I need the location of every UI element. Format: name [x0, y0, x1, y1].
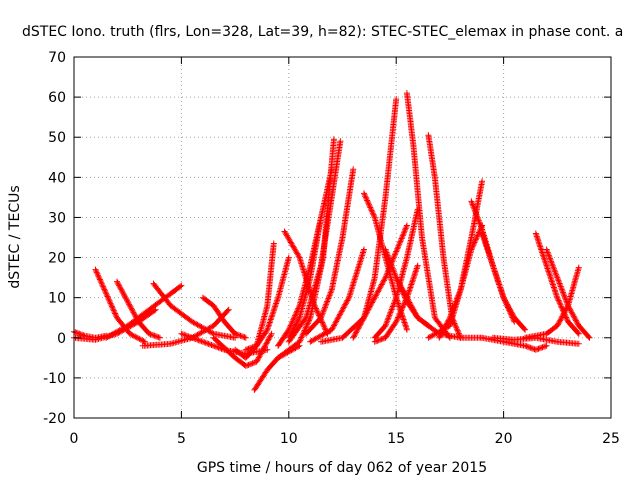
series-markers — [307, 246, 367, 345]
series-arc-19 — [307, 246, 367, 345]
series-arc-27 — [403, 90, 453, 341]
series-arc-13 — [251, 342, 303, 393]
x-axis-label: GPS time / hours of day 062 of year 2015 — [197, 460, 487, 476]
series-markers — [281, 228, 331, 337]
series-arc-31 — [425, 178, 486, 341]
series-markers — [210, 330, 275, 369]
y-tick-label: 40 — [48, 170, 66, 186]
y-tick-label: 70 — [48, 50, 66, 66]
series-arc-29 — [393, 274, 486, 341]
series-arc-10 — [210, 330, 275, 369]
x-tick-label: 5 — [177, 431, 186, 447]
y-tick-label: -10 — [43, 371, 66, 387]
series-markers — [543, 246, 593, 341]
series-markers — [199, 294, 249, 341]
series-markers — [242, 254, 292, 353]
y-tick-label: 0 — [57, 331, 66, 347]
series-markers — [425, 178, 486, 341]
series-arc-26 — [361, 190, 410, 333]
x-tick-label: 20 — [495, 431, 513, 447]
chart-title: dSTEC Iono. truth (flrs, Lon=328, Lat=39… — [22, 24, 623, 40]
y-tick-label: 60 — [48, 90, 66, 106]
series-markers — [232, 240, 277, 361]
series-arc-8 — [199, 294, 249, 341]
series-markers — [361, 190, 410, 333]
x-tick-label: 15 — [387, 431, 405, 447]
series-arc-20 — [281, 228, 331, 337]
series-markers — [92, 266, 148, 345]
x-tick-label: 0 — [70, 431, 79, 447]
series-arc-12 — [242, 254, 292, 353]
y-tick-label: 10 — [48, 291, 66, 307]
series-markers — [403, 90, 453, 341]
series-arc-11 — [232, 240, 277, 361]
series-markers — [489, 334, 582, 347]
series-arc-18 — [275, 136, 337, 361]
data-points — [71, 90, 593, 393]
series-arc-1 — [92, 266, 148, 345]
series-markers — [275, 136, 337, 361]
series-markers — [479, 230, 529, 333]
y-tick-label: 20 — [48, 251, 66, 267]
plot-frame — [73, 56, 612, 419]
y-tick-label: 30 — [48, 210, 66, 226]
series-arc-33 — [479, 230, 529, 333]
y-tick-label: 50 — [48, 130, 66, 146]
y-axis-label: dSTEC / TECUs — [7, 185, 23, 288]
series-arc-36 — [543, 246, 593, 341]
x-tick-label: 10 — [280, 431, 298, 447]
x-tick-label: 25 — [602, 431, 620, 447]
axis-ticks: 0 5 10 15 20 25 -20 -10 0 10 20 30 40 50 60 70 — [43, 50, 620, 447]
series-markers — [251, 342, 303, 393]
series-markers — [393, 274, 486, 341]
y-tick-label: -20 — [43, 411, 66, 427]
series-arc-38 — [489, 334, 582, 347]
